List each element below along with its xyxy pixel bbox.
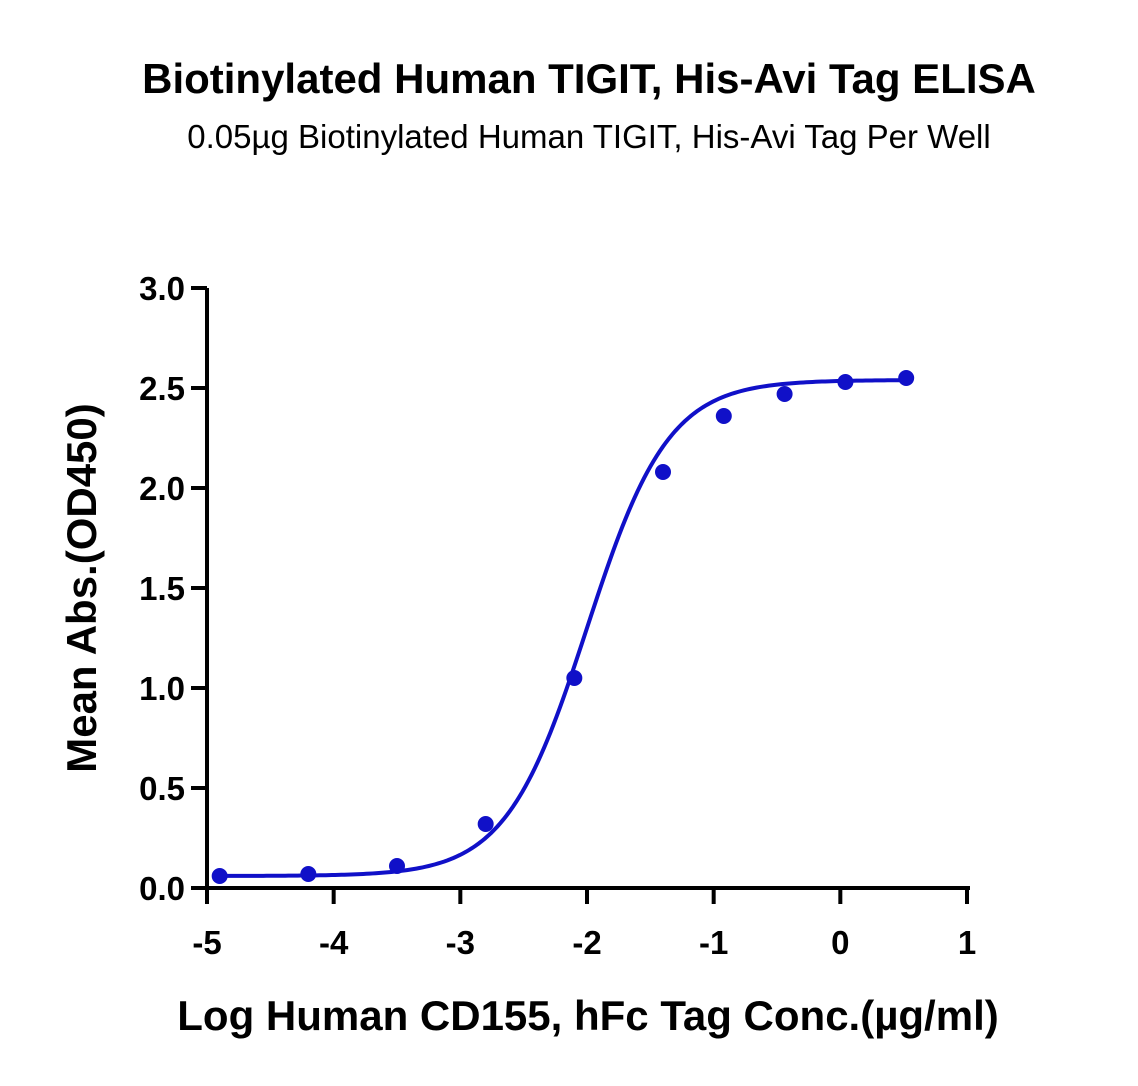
y-tick-label: 1.5 bbox=[139, 570, 185, 607]
data-point bbox=[389, 858, 405, 874]
data-point bbox=[477, 816, 494, 832]
data-point bbox=[715, 408, 732, 424]
y-tick-label: 1.0 bbox=[139, 670, 185, 707]
data-point bbox=[837, 374, 854, 390]
chart-title: Biotinylated Human TIGIT, His-Avi Tag EL… bbox=[142, 55, 1036, 102]
y-tick-label: 0.0 bbox=[139, 870, 185, 907]
chart-subtitle: 0.05µg Biotinylated Human TIGIT, His-Avi… bbox=[187, 118, 990, 155]
data-points bbox=[211, 370, 915, 884]
data-point bbox=[898, 370, 915, 386]
x-tick-label: -4 bbox=[319, 924, 349, 961]
y-ticks: 0.0 0.5 1.0 1.5 2.0 2.5 3.0 bbox=[139, 270, 207, 907]
x-ticks: -5 -4 -3 -2 -1 0 1 bbox=[192, 888, 976, 961]
x-tick-label: -5 bbox=[192, 924, 221, 961]
data-point bbox=[776, 386, 793, 402]
fit-curve bbox=[217, 378, 909, 878]
y-axis-label: Mean Abs.(OD450) bbox=[58, 403, 105, 773]
y-tick-label: 2.0 bbox=[139, 470, 185, 507]
data-point bbox=[566, 670, 583, 686]
data-point bbox=[655, 464, 671, 480]
x-tick-label: -2 bbox=[572, 924, 601, 961]
axes bbox=[205, 288, 970, 890]
y-tick-label: 3.0 bbox=[139, 270, 185, 307]
x-tick-label: 1 bbox=[958, 924, 976, 961]
y-tick-label: 0.5 bbox=[139, 770, 185, 807]
x-tick-label: 0 bbox=[831, 924, 849, 961]
x-tick-label: -1 bbox=[699, 924, 728, 961]
x-tick-label: -3 bbox=[446, 924, 475, 961]
y-tick-label: 2.5 bbox=[139, 370, 185, 407]
x-axis-label: Log Human CD155, hFc Tag Conc.(µg/ml) bbox=[177, 992, 998, 1039]
data-point bbox=[211, 868, 228, 884]
data-point bbox=[300, 866, 317, 882]
